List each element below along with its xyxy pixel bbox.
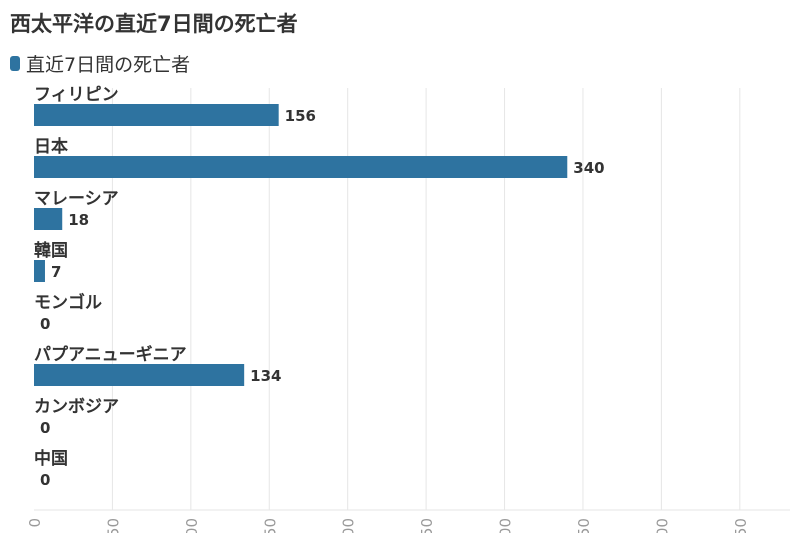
chart-title: 西太平洋の直近7日間の死亡者: [10, 12, 298, 36]
bar: [34, 156, 568, 178]
x-tick-label: 400: [653, 518, 671, 533]
bar: [34, 364, 245, 386]
bar: [34, 208, 63, 230]
data-label: 0: [40, 471, 50, 489]
category-label: マレーシア: [34, 189, 119, 209]
legend-label: 直近7日間の死亡者: [26, 54, 191, 76]
category-label: 韓国: [34, 240, 68, 261]
bar: [34, 104, 279, 126]
x-tick-label: 50: [104, 518, 122, 533]
data-label: 0: [40, 315, 50, 333]
legend: 直近7日間の死亡者: [10, 50, 190, 77]
category-label: カンボジア: [34, 397, 119, 417]
x-tick-label: 150: [261, 518, 279, 533]
x-tick-label: 200: [340, 518, 358, 533]
x-tick-label: 300: [497, 518, 515, 533]
data-label: 156: [285, 107, 316, 125]
x-tick-label: 100: [183, 518, 201, 533]
x-tick-label: 0: [26, 518, 44, 528]
x-tick-label: 450: [732, 518, 750, 533]
bar: [34, 260, 45, 282]
legend-swatch: [10, 56, 20, 71]
x-tick-label: 350: [575, 518, 593, 533]
category-label: フィリピン: [34, 85, 119, 105]
data-label: 340: [573, 159, 604, 177]
data-label: 18: [68, 211, 89, 229]
category-label: 中国: [34, 448, 68, 469]
category-label: パプアニューギニア: [34, 344, 187, 365]
data-label: 134: [250, 367, 281, 385]
category-label: モンゴル: [34, 292, 102, 313]
data-label: 7: [51, 263, 61, 281]
category-label: 日本: [34, 136, 68, 157]
data-label: 0: [40, 419, 50, 437]
x-tick-label: 250: [418, 518, 436, 533]
